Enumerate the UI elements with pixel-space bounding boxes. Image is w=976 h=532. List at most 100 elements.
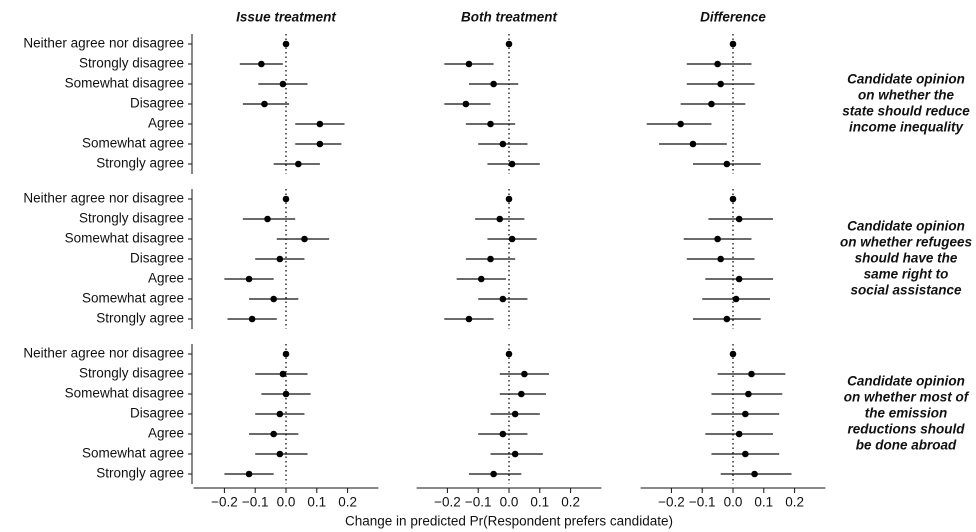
estimate-point <box>477 275 485 283</box>
estimate-point <box>276 450 284 458</box>
estimate-point <box>723 315 731 323</box>
estimate-point <box>276 255 284 263</box>
estimate-point <box>745 390 752 398</box>
panel-label: reductions should <box>847 422 965 437</box>
x-tick-label: −0.2 <box>658 495 685 510</box>
x-tick-label: 0.2 <box>561 495 580 510</box>
estimate-point <box>508 235 516 243</box>
category-label: Disagree <box>130 406 184 421</box>
category-label: Somewhat agree <box>82 136 184 151</box>
estimate-point <box>270 430 277 438</box>
estimate-point <box>282 40 290 48</box>
estimate-point <box>490 470 497 478</box>
estimate-point <box>490 80 497 88</box>
estimate-point <box>264 215 271 223</box>
estimate-point <box>301 235 308 243</box>
panel-label: income inequality <box>849 120 965 135</box>
estimate-point <box>708 100 715 108</box>
x-tick-label: 0.1 <box>307 495 326 510</box>
x-tick-label: 0.0 <box>500 495 519 510</box>
estimate-point <box>742 450 749 458</box>
category-label: Disagree <box>130 251 184 266</box>
estimate-point <box>465 315 473 323</box>
x-tick-label: −0.2 <box>211 495 238 510</box>
column-title: Issue treatment <box>236 10 336 25</box>
category-label: Somewhat disagree <box>65 76 184 91</box>
category-label: Disagree <box>130 96 184 111</box>
estimate-point <box>742 410 749 418</box>
category-label: Somewhat disagree <box>65 231 184 246</box>
estimate-point <box>723 160 731 168</box>
panel-label: state should reduce <box>842 104 970 119</box>
estimate-point <box>462 100 470 108</box>
panel-label: Candidate opinion <box>847 374 965 389</box>
category-label: Neither agree nor disagree <box>23 191 184 206</box>
panel-label: Candidate opinion <box>847 219 965 234</box>
x-tick-label: 0.1 <box>754 495 773 510</box>
estimate-point <box>521 370 528 378</box>
x-tick-label: −0.1 <box>242 495 269 510</box>
estimate-point <box>717 80 724 88</box>
estimate-point <box>505 40 513 48</box>
category-label: Agree <box>148 116 184 131</box>
estimate-point <box>270 295 277 303</box>
column-title: Difference <box>700 10 766 25</box>
category-label: Agree <box>148 271 184 286</box>
estimate-point <box>729 40 737 48</box>
category-label: Strongly agree <box>96 311 184 326</box>
category-label: Strongly disagree <box>79 366 184 381</box>
category-label: Somewhat disagree <box>65 386 184 401</box>
x-tick-label: 0.2 <box>338 495 357 510</box>
panel-label: on whether the <box>858 88 954 103</box>
estimate-point <box>248 315 256 323</box>
panel-label: should have the <box>855 251 958 266</box>
estimate-point <box>295 160 302 168</box>
x-tick-label: 0.0 <box>277 495 296 510</box>
panel-label: the emission <box>865 406 948 421</box>
estimate-point <box>261 100 268 108</box>
estimate-point <box>505 195 513 203</box>
estimate-point <box>279 370 287 378</box>
estimate-point <box>499 430 507 438</box>
x-axis-label: Change in predicted Pr(Respondent prefer… <box>345 514 673 529</box>
x-tick-label: 0.0 <box>724 495 743 510</box>
x-tick-label: 0.2 <box>785 495 804 510</box>
estimate-point <box>714 60 721 68</box>
estimate-point <box>487 255 494 263</box>
estimate-point <box>751 470 758 478</box>
column-title: Both treatment <box>461 10 558 25</box>
estimate-point <box>276 410 284 418</box>
estimate-point <box>245 470 253 478</box>
estimate-point <box>677 120 684 128</box>
panel-label: be done abroad <box>856 438 957 453</box>
estimate-point <box>499 140 507 148</box>
panel-label: Candidate opinion <box>847 72 965 87</box>
x-tick-label: 0.1 <box>530 495 549 510</box>
x-tick-label: −0.1 <box>465 495 492 510</box>
estimate-point <box>258 60 265 68</box>
estimate-point <box>245 275 253 283</box>
category-label: Strongly disagree <box>79 211 184 226</box>
estimate-point <box>282 350 290 358</box>
estimate-point <box>735 275 743 283</box>
category-label: Strongly disagree <box>79 56 184 71</box>
category-label: Somewhat agree <box>82 291 184 306</box>
estimate-point <box>316 140 324 148</box>
category-label: Agree <box>148 426 184 441</box>
estimate-point <box>689 140 697 148</box>
panel-label: on whether refugees <box>840 235 973 250</box>
x-tick-label: −0.2 <box>434 495 461 510</box>
estimate-point <box>316 120 324 128</box>
category-label: Strongly agree <box>96 466 184 481</box>
estimate-point <box>735 215 743 223</box>
estimate-point <box>732 295 740 303</box>
estimate-point <box>505 350 513 358</box>
estimate-point <box>735 430 743 438</box>
estimate-point <box>729 350 737 358</box>
panel-label: social assistance <box>850 283 962 298</box>
estimate-point <box>499 295 507 303</box>
estimate-point <box>511 410 519 418</box>
category-label: Neither agree nor disagree <box>23 346 184 361</box>
panel-label: same right to <box>864 267 949 282</box>
